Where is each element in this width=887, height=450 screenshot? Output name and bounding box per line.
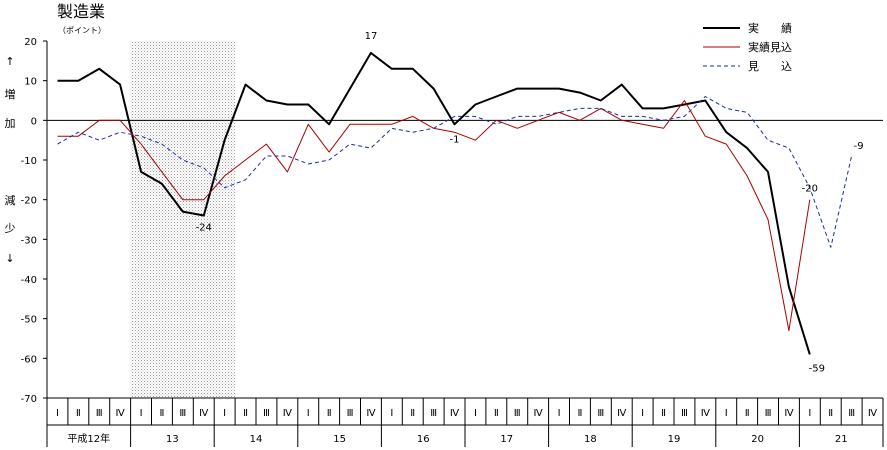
chart-title: 製造業 [57, 2, 105, 21]
y-tick-label: -30 [21, 235, 37, 246]
series-line-3 [57, 96, 853, 248]
quarter-label: Ⅲ [597, 408, 604, 419]
y-tick-label: 20 [24, 37, 37, 48]
year-label: 13 [166, 434, 179, 445]
year-label: 15 [333, 434, 346, 445]
y-tick-label: 10 [24, 77, 37, 88]
quarter-label: Ⅲ [681, 408, 688, 419]
axes [43, 40, 884, 447]
data-annotations: 17 -24 -1 -59 -20 -9 [196, 31, 864, 374]
legend-label-2: 実績見込 [748, 40, 792, 54]
y-side-label: 少 [5, 222, 16, 235]
quarter-label: Ⅳ [784, 408, 794, 419]
quarter-label: Ⅰ [56, 408, 59, 419]
legend-label-1: 実 績 [748, 21, 792, 35]
quarter-label: Ⅲ [96, 408, 103, 419]
quarter-label: Ⅳ [283, 408, 293, 419]
year-label: 14 [250, 434, 263, 445]
series-line-1 [57, 51, 811, 355]
data-label: 17 [365, 31, 378, 42]
y-side-label: ↓ [5, 252, 14, 265]
y-side-label: ↑ [5, 55, 14, 68]
year-label: 19 [668, 434, 681, 445]
y-tick-label: -40 [21, 275, 37, 286]
quarter-label: Ⅳ [116, 408, 126, 419]
quarter-label: Ⅲ [347, 408, 354, 419]
series-lines [57, 51, 853, 355]
y-side-label: 増 [5, 88, 16, 101]
year-label: 16 [417, 434, 430, 445]
data-label: -20 [802, 184, 818, 195]
quarter-label: Ⅲ [514, 408, 521, 419]
quarter-label: Ⅱ [577, 408, 582, 419]
quarter-label: Ⅰ [558, 408, 561, 419]
quarter-label: Ⅰ [474, 408, 477, 419]
y-tick-label: -50 [21, 315, 37, 326]
quarter-label: Ⅲ [848, 408, 855, 419]
recession-shading [130, 41, 236, 398]
y-side-label: 加 [5, 117, 16, 130]
quarter-label: Ⅰ [641, 408, 644, 419]
year-label: 平成12年 [67, 432, 110, 445]
quarter-label: Ⅳ [534, 408, 544, 419]
y-tick-label: -20 [21, 196, 37, 207]
quarter-label: Ⅱ [76, 408, 81, 419]
quarter-label: Ⅰ [808, 408, 811, 419]
year-label: 20 [751, 434, 764, 445]
quarter-label: Ⅱ [159, 408, 164, 419]
quarter-label: Ⅰ [223, 408, 226, 419]
y-tick-label: -70 [21, 394, 37, 405]
y-tick-label: 0 [31, 116, 37, 127]
quarter-label: Ⅲ [430, 408, 437, 419]
quarter-label: Ⅰ [390, 408, 393, 419]
quarter-label: Ⅳ [450, 408, 460, 419]
y-tick-label: -60 [21, 354, 37, 365]
y-tick-label: -10 [21, 156, 37, 167]
data-label: -1 [450, 134, 460, 145]
shaded-period [130, 41, 236, 398]
quarter-label: Ⅲ [263, 408, 270, 419]
quarter-label: Ⅲ [179, 408, 186, 419]
quarter-label: Ⅰ [140, 408, 143, 419]
quarter-label: Ⅱ [745, 408, 750, 419]
quarter-label: Ⅳ [617, 408, 627, 419]
quarter-label: Ⅳ [199, 408, 209, 419]
legend-label-3: 見 込 [748, 60, 792, 73]
quarter-label: Ⅱ [828, 408, 833, 419]
quarter-label: Ⅳ [701, 408, 711, 419]
y-side-label: 減 [5, 193, 16, 207]
axis-labels: 20 10 0 -10 -20 -30 -40 -50 -60 -70 Ⅰ Ⅱ Ⅲ Ⅳ Ⅰ Ⅱ Ⅲ Ⅳ Ⅰ Ⅱ Ⅲ Ⅳ Ⅰ Ⅱ… [5, 37, 878, 445]
quarter-label: Ⅳ [868, 408, 878, 419]
data-label: -9 [854, 141, 864, 152]
year-label: 21 [835, 434, 848, 445]
quarter-label: Ⅰ [307, 408, 310, 419]
quarter-label: Ⅱ [410, 408, 415, 419]
quarter-label: Ⅱ [661, 408, 666, 419]
quarter-label: Ⅲ [765, 408, 772, 419]
data-label: -59 [809, 363, 825, 374]
quarter-label: Ⅱ [327, 408, 332, 419]
quarter-label: Ⅰ [725, 408, 728, 419]
quarter-label: Ⅳ [366, 408, 376, 419]
quarter-label: Ⅱ [243, 408, 248, 419]
year-label: 18 [584, 434, 597, 445]
year-label: 17 [500, 434, 513, 445]
quarter-label: Ⅱ [494, 408, 499, 419]
unit-label: （ポイント） [58, 26, 106, 35]
data-label: -24 [196, 223, 212, 234]
